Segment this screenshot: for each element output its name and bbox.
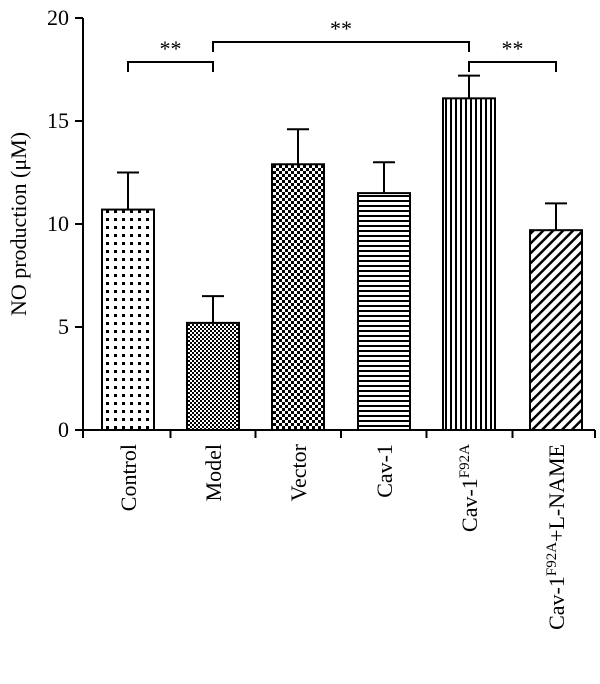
- category-label: Cav-1F92A+L-NAME: [544, 444, 569, 630]
- bar: [357, 192, 411, 431]
- chart-marks: ** ** **: [101, 16, 583, 432]
- significance-label: **: [330, 16, 352, 41]
- bar: [101, 208, 155, 431]
- bar: [271, 163, 325, 431]
- y-tick-label: 15: [47, 108, 69, 133]
- bar: [442, 97, 496, 431]
- significance-label: **: [160, 36, 182, 61]
- category-label: Vector: [286, 443, 311, 501]
- y-tick-label: 5: [58, 314, 69, 339]
- significance-bracket: [468, 61, 557, 72]
- category-labels: Control Model Vector Cav-1 Cav-1F92A Cav-1F92…: [116, 443, 569, 630]
- y-tick-label: 0: [58, 417, 69, 442]
- axes: 0 5 10 15 20 NO production (μM): [6, 5, 596, 442]
- y-tick-label: 10: [47, 211, 69, 236]
- y-axis-title: NO production (μM): [6, 132, 31, 316]
- bar: [186, 321, 240, 432]
- significance-bracket: [127, 61, 214, 72]
- category-label: Model: [201, 444, 226, 501]
- category-label: Control: [116, 444, 141, 511]
- significance-bracket: [212, 41, 470, 52]
- y-tick-label: 20: [47, 5, 69, 30]
- category-label: Cav-1: [372, 444, 397, 498]
- significance-label: **: [502, 36, 524, 61]
- category-label: Cav-1F92A: [457, 444, 482, 532]
- bar: [529, 229, 583, 431]
